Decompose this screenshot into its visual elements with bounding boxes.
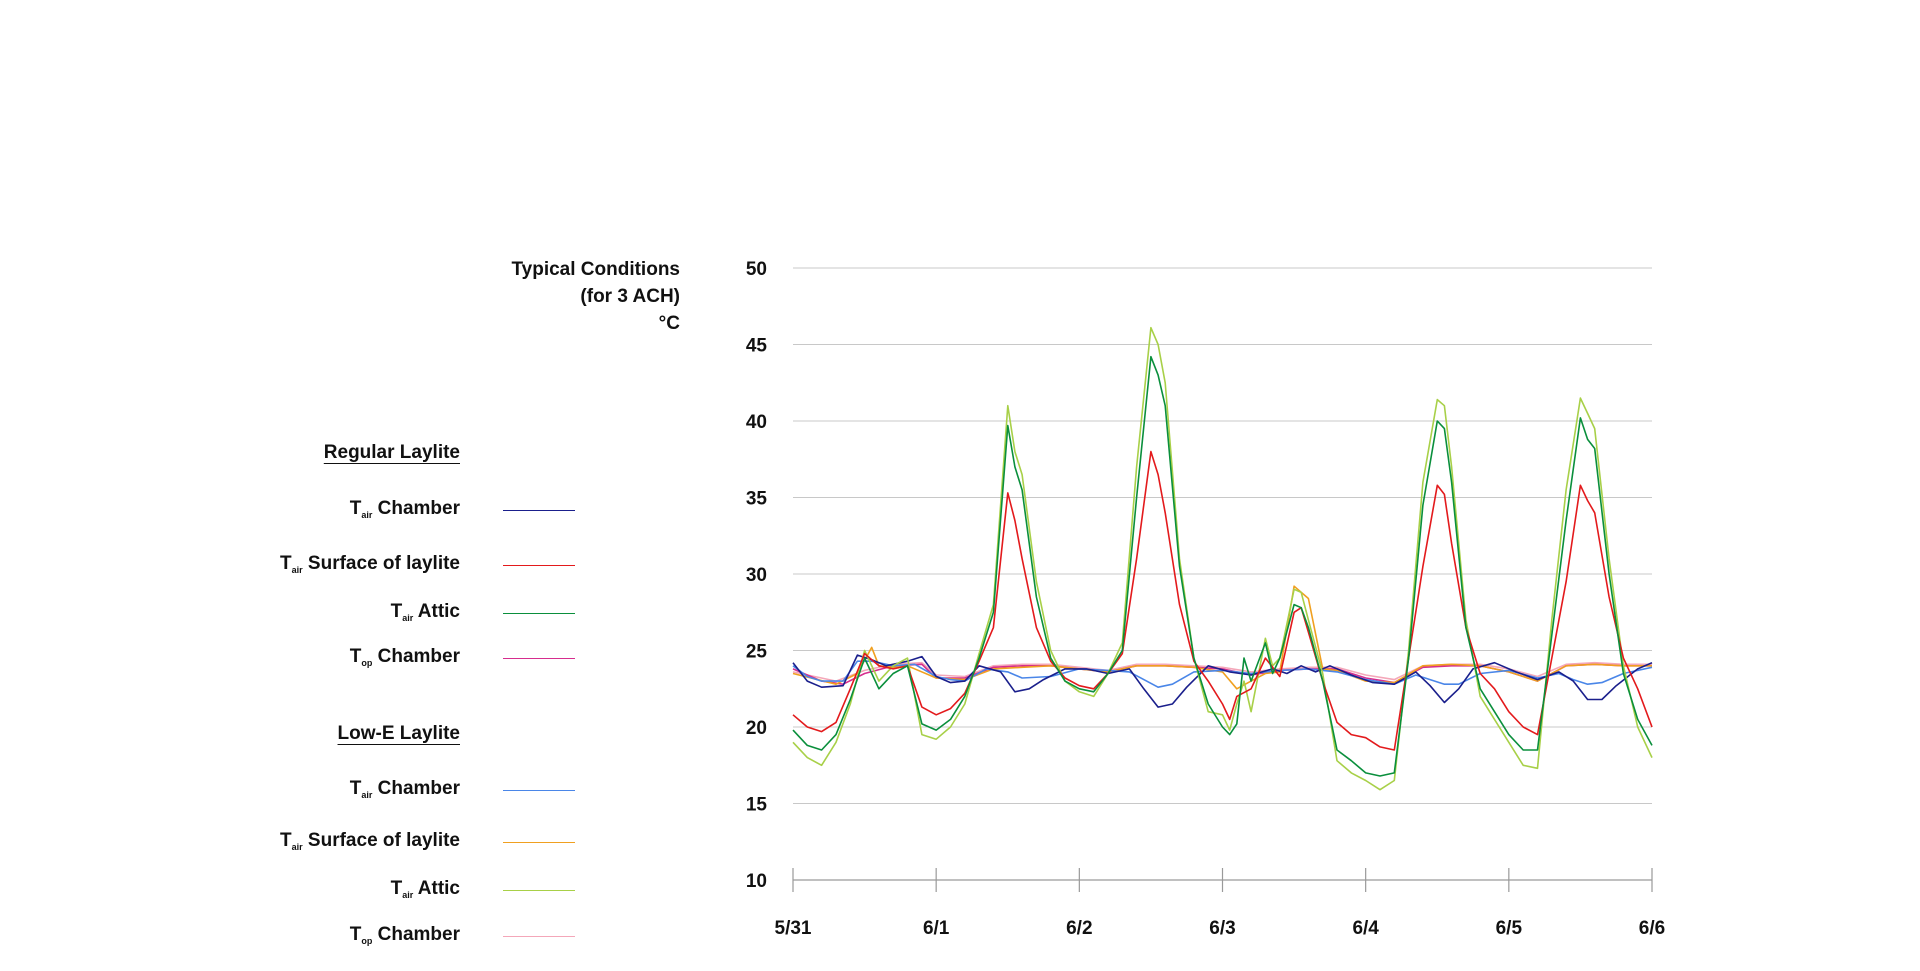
chart-title-block: Typical Conditions (for 3 ACH) °C xyxy=(511,256,680,337)
legend-label: Tair Attic xyxy=(390,601,460,623)
legend-label: Top Chamber xyxy=(349,646,460,668)
legend-swatch xyxy=(503,613,575,614)
y-tick-label: 40 xyxy=(746,412,767,433)
legend-label: Top Chamber xyxy=(349,924,460,946)
y-tick-label: 35 xyxy=(746,489,768,510)
y-tick-label: 50 xyxy=(746,259,767,280)
x-tick-label: 5/31 xyxy=(775,918,812,939)
legend-label: Tair Chamber xyxy=(349,778,460,800)
legend-label: Tair Attic xyxy=(390,878,460,900)
legend-group-title: Regular Laylite xyxy=(323,442,460,463)
y-tick-label: 15 xyxy=(746,795,768,816)
x-tick-label: 6/3 xyxy=(1209,918,1235,939)
legend-swatch xyxy=(503,890,575,891)
y-tick-label: 30 xyxy=(746,565,767,586)
y-tick-label: 45 xyxy=(746,336,768,357)
legend-label: Tair Chamber xyxy=(349,498,460,520)
series-line-regular-tair-chamber xyxy=(792,654,1653,708)
legend-label: Tair Surface of laylite xyxy=(280,553,460,575)
legend-swatch xyxy=(503,842,575,843)
legend-swatch xyxy=(503,936,575,937)
legend-swatch xyxy=(503,510,575,511)
x-tick-label: 6/2 xyxy=(1066,918,1092,939)
y-tick-label: 10 xyxy=(746,871,767,892)
y-axis-unit: °C xyxy=(658,313,680,334)
x-tick-label: 6/4 xyxy=(1352,918,1379,939)
legend-swatch xyxy=(503,658,575,659)
series-line-lowe-tair-attic xyxy=(792,326,1653,791)
chart-subtitle: (for 3 ACH) xyxy=(580,286,680,307)
legend-label: Tair Surface of laylite xyxy=(280,830,460,852)
series-line-regular-tair-surface-of-laylite xyxy=(792,450,1653,751)
chart-title: Typical Conditions xyxy=(511,259,680,280)
legend-group-title: Low-E Laylite xyxy=(337,723,460,744)
legend-swatch xyxy=(503,790,575,791)
x-tick-label: 6/5 xyxy=(1496,918,1523,939)
series-line-regular-tair-attic xyxy=(792,355,1653,777)
y-tick-label: 25 xyxy=(746,642,768,663)
legend-swatch xyxy=(503,565,575,566)
y-tick-label: 20 xyxy=(746,718,767,739)
x-tick-label: 6/1 xyxy=(923,918,950,939)
x-tick-label: 6/6 xyxy=(1639,918,1665,939)
